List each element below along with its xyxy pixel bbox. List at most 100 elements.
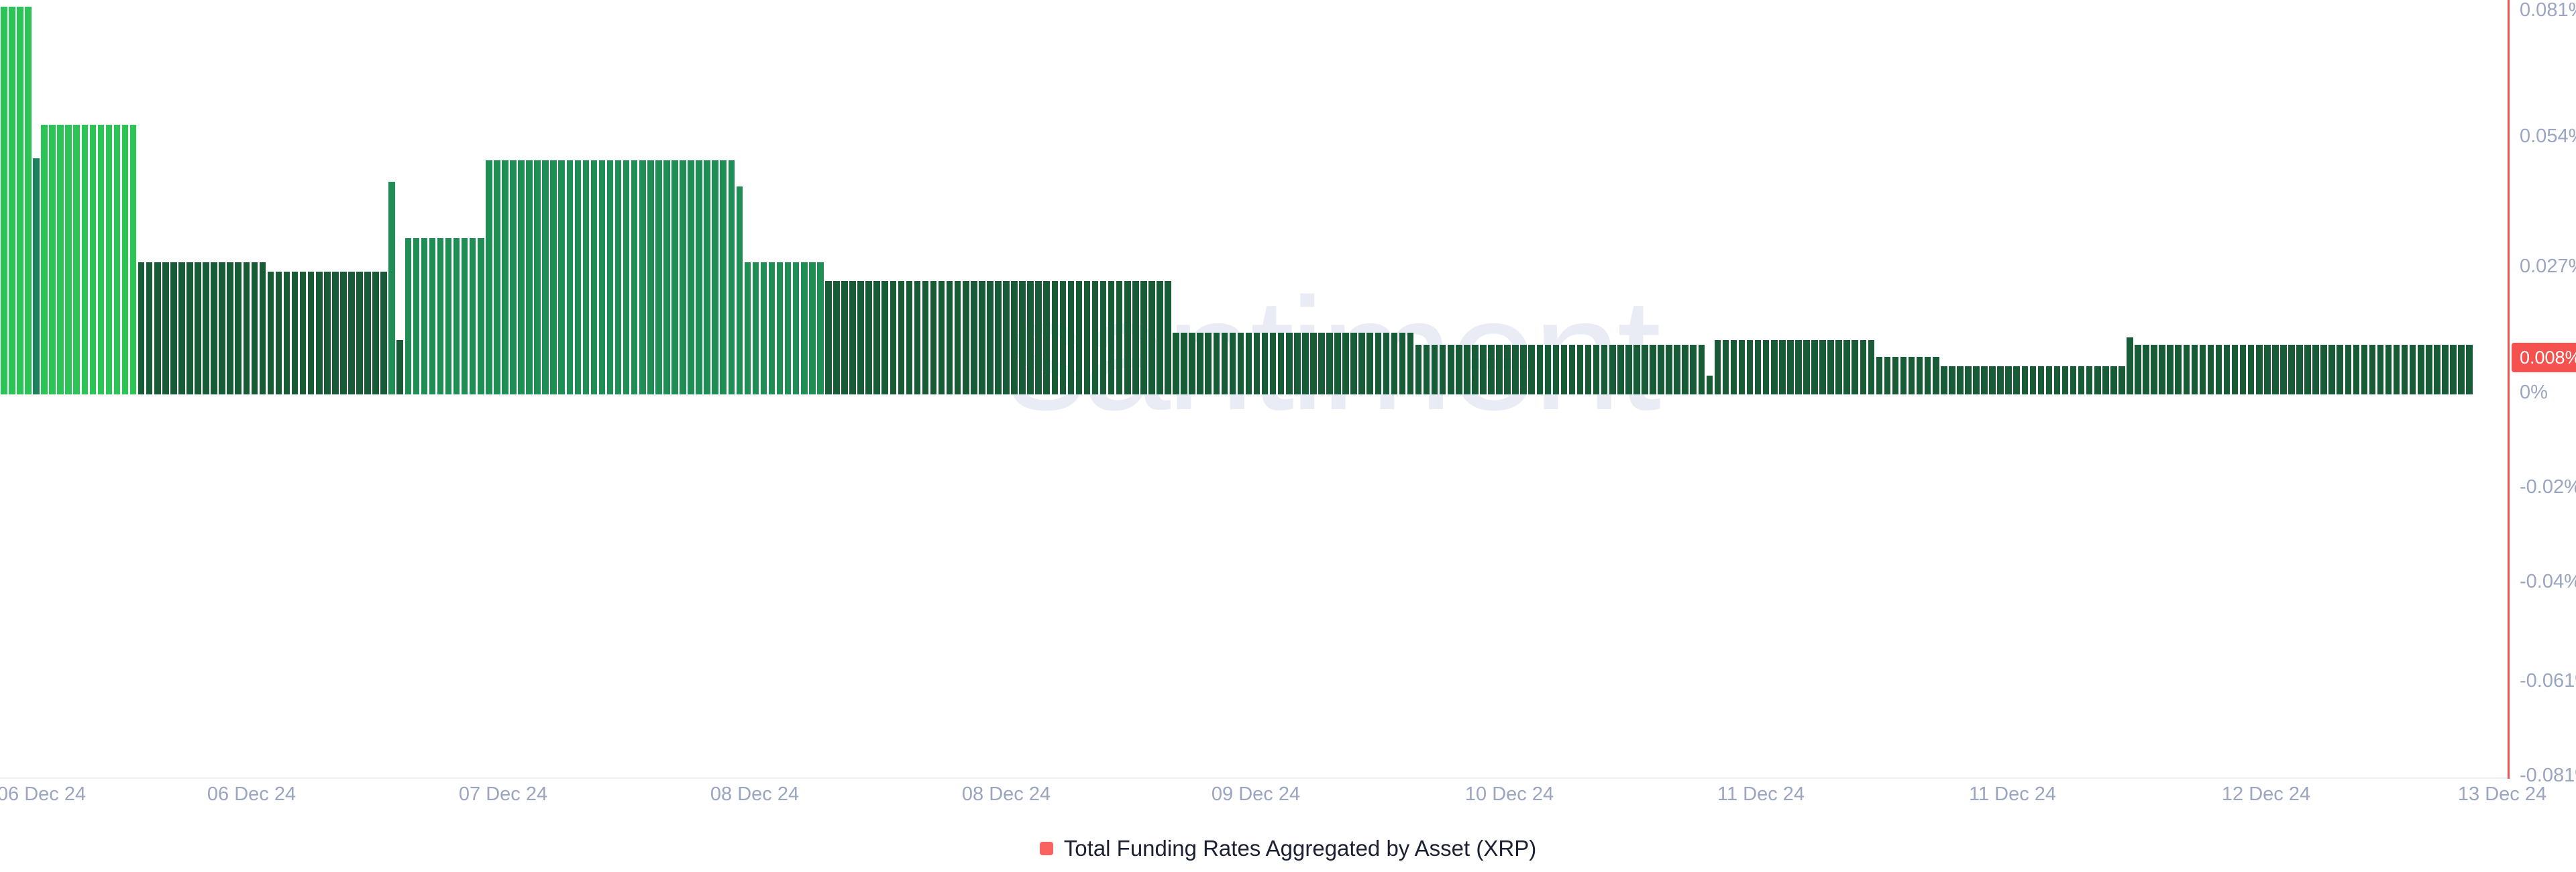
funding-rate-bar[interactable] bbox=[49, 125, 56, 394]
funding-rate-bar[interactable] bbox=[614, 160, 622, 394]
funding-rate-bar[interactable] bbox=[1560, 344, 1568, 394]
funding-rate-bar[interactable] bbox=[195, 262, 201, 394]
funding-rate-bar[interactable] bbox=[2426, 344, 2432, 394]
funding-rate-bar[interactable] bbox=[1568, 344, 1576, 394]
funding-rate-bar[interactable] bbox=[1245, 333, 1252, 394]
funding-rate-bar[interactable] bbox=[898, 280, 905, 394]
funding-rate-bar[interactable] bbox=[1827, 339, 1834, 394]
funding-rate-bar[interactable] bbox=[776, 262, 784, 394]
funding-rate-bar[interactable] bbox=[275, 271, 282, 394]
funding-rate-bar[interactable] bbox=[2078, 366, 2085, 394]
funding-rate-bar[interactable] bbox=[9, 6, 15, 394]
funding-rate-bar[interactable] bbox=[332, 271, 339, 394]
funding-rate-bar[interactable] bbox=[1642, 344, 1648, 394]
funding-rate-bar[interactable] bbox=[946, 280, 953, 394]
funding-rate-bar[interactable] bbox=[283, 271, 290, 394]
funding-rate-bar[interactable] bbox=[1536, 344, 1544, 394]
funding-rate-bar[interactable] bbox=[2255, 344, 2263, 394]
funding-rate-bar[interactable] bbox=[720, 160, 727, 394]
funding-rate-bar[interactable] bbox=[2102, 366, 2109, 394]
funding-rate-bar[interactable] bbox=[138, 262, 145, 394]
funding-rate-bar[interactable] bbox=[146, 262, 153, 394]
funding-rate-bar[interactable] bbox=[510, 160, 517, 394]
funding-rate-bar[interactable] bbox=[2094, 366, 2101, 394]
funding-rate-bar[interactable] bbox=[2288, 344, 2295, 394]
funding-rate-bar[interactable] bbox=[1285, 333, 1293, 394]
funding-rate-bar[interactable] bbox=[2013, 366, 2021, 394]
funding-rate-bar[interactable] bbox=[1326, 333, 1333, 394]
funding-rate-bar[interactable] bbox=[1674, 344, 1680, 394]
funding-rate-bar[interactable] bbox=[1472, 344, 1479, 394]
funding-rate-bar[interactable] bbox=[1075, 280, 1083, 394]
funding-rate-bar[interactable] bbox=[1108, 280, 1115, 394]
funding-rate-bar[interactable] bbox=[219, 262, 225, 394]
funding-rate-bar[interactable] bbox=[340, 271, 347, 394]
funding-rate-bar[interactable] bbox=[235, 262, 242, 394]
funding-rate-bar[interactable] bbox=[1746, 339, 1754, 394]
funding-rate-bar[interactable] bbox=[2369, 344, 2376, 394]
funding-rate-bar[interactable] bbox=[178, 262, 185, 394]
funding-rate-bar[interactable] bbox=[2005, 366, 2012, 394]
funding-rate-bar[interactable] bbox=[1795, 339, 1802, 394]
funding-rate-bar[interactable] bbox=[2151, 344, 2157, 394]
funding-rate-bar[interactable] bbox=[1399, 333, 1406, 394]
funding-rate-bar[interactable] bbox=[542, 160, 549, 394]
funding-rate-bar[interactable] bbox=[1456, 344, 1462, 394]
funding-rate-bar[interactable] bbox=[1528, 344, 1536, 394]
funding-rate-bar[interactable] bbox=[1714, 339, 1721, 394]
funding-rate-bar[interactable] bbox=[1658, 344, 1664, 394]
funding-rate-bar[interactable] bbox=[639, 160, 646, 394]
funding-rate-bar[interactable] bbox=[291, 271, 299, 394]
funding-rate-bar[interactable] bbox=[1585, 344, 1592, 394]
funding-rate-bar[interactable] bbox=[1843, 339, 1850, 394]
funding-rate-bar[interactable] bbox=[736, 186, 743, 394]
funding-rate-bar[interactable] bbox=[1520, 344, 1527, 394]
funding-rate-bar[interactable] bbox=[2029, 366, 2037, 394]
funding-rate-bar[interactable] bbox=[2280, 344, 2287, 394]
funding-rate-bar[interactable] bbox=[170, 262, 177, 394]
funding-rate-bar[interactable] bbox=[809, 262, 816, 394]
funding-rate-bar[interactable] bbox=[1989, 366, 1996, 394]
funding-rate-bar[interactable] bbox=[364, 271, 371, 394]
funding-rate-bar[interactable] bbox=[2361, 344, 2368, 394]
funding-rate-bar[interactable] bbox=[1302, 333, 1309, 394]
funding-rate-bar[interactable] bbox=[1496, 344, 1503, 394]
funding-rate-bar[interactable] bbox=[494, 160, 500, 394]
funding-rate-bar[interactable] bbox=[1876, 356, 1883, 394]
funding-rate-bar[interactable] bbox=[437, 238, 444, 394]
funding-rate-bar[interactable] bbox=[97, 125, 105, 394]
funding-rate-bar[interactable] bbox=[1375, 333, 1382, 394]
funding-rate-bar[interactable] bbox=[2320, 344, 2327, 394]
funding-rate-bar[interactable] bbox=[486, 160, 492, 394]
funding-rate-bar[interactable] bbox=[1601, 344, 1608, 394]
funding-rate-bar[interactable] bbox=[1051, 280, 1059, 394]
funding-rate-bar[interactable] bbox=[914, 280, 921, 394]
funding-rate-bar[interactable] bbox=[259, 262, 266, 394]
funding-rate-bar[interactable] bbox=[2191, 344, 2198, 394]
funding-rate-bar[interactable] bbox=[1221, 333, 1228, 394]
funding-rate-bar[interactable] bbox=[33, 158, 40, 394]
funding-rate-bar[interactable] bbox=[203, 262, 209, 394]
funding-rate-bar[interactable] bbox=[1197, 333, 1203, 394]
funding-rate-bar[interactable] bbox=[1173, 333, 1179, 394]
funding-rate-bar[interactable] bbox=[1981, 366, 1988, 394]
funding-rate-bar[interactable] bbox=[2409, 344, 2416, 394]
funding-rate-bar[interactable] bbox=[2401, 344, 2408, 394]
funding-rate-bar[interactable] bbox=[2070, 366, 2077, 394]
funding-rate-bar[interactable] bbox=[1189, 333, 1195, 394]
funding-rate-bar[interactable] bbox=[962, 280, 969, 394]
funding-rate-bar[interactable] bbox=[833, 280, 840, 394]
funding-rate-bar[interactable] bbox=[760, 262, 767, 394]
funding-rate-bar[interactable] bbox=[582, 160, 590, 394]
funding-rate-bar[interactable] bbox=[825, 280, 832, 394]
legend-label[interactable]: Total Funding Rates Aggregated by Asset … bbox=[1063, 836, 1537, 861]
funding-rate-bar[interactable] bbox=[2215, 344, 2222, 394]
funding-rate-bar[interactable] bbox=[2417, 344, 2424, 394]
funding-rate-bar[interactable] bbox=[1027, 280, 1034, 394]
funding-rate-bar[interactable] bbox=[2143, 344, 2149, 394]
funding-rate-bar[interactable] bbox=[1803, 339, 1810, 394]
funding-rate-bar[interactable] bbox=[1916, 356, 1923, 394]
funding-rate-bar[interactable] bbox=[979, 280, 985, 394]
funding-rate-bar[interactable] bbox=[1932, 356, 1939, 394]
funding-rate-bar[interactable] bbox=[1067, 280, 1075, 394]
